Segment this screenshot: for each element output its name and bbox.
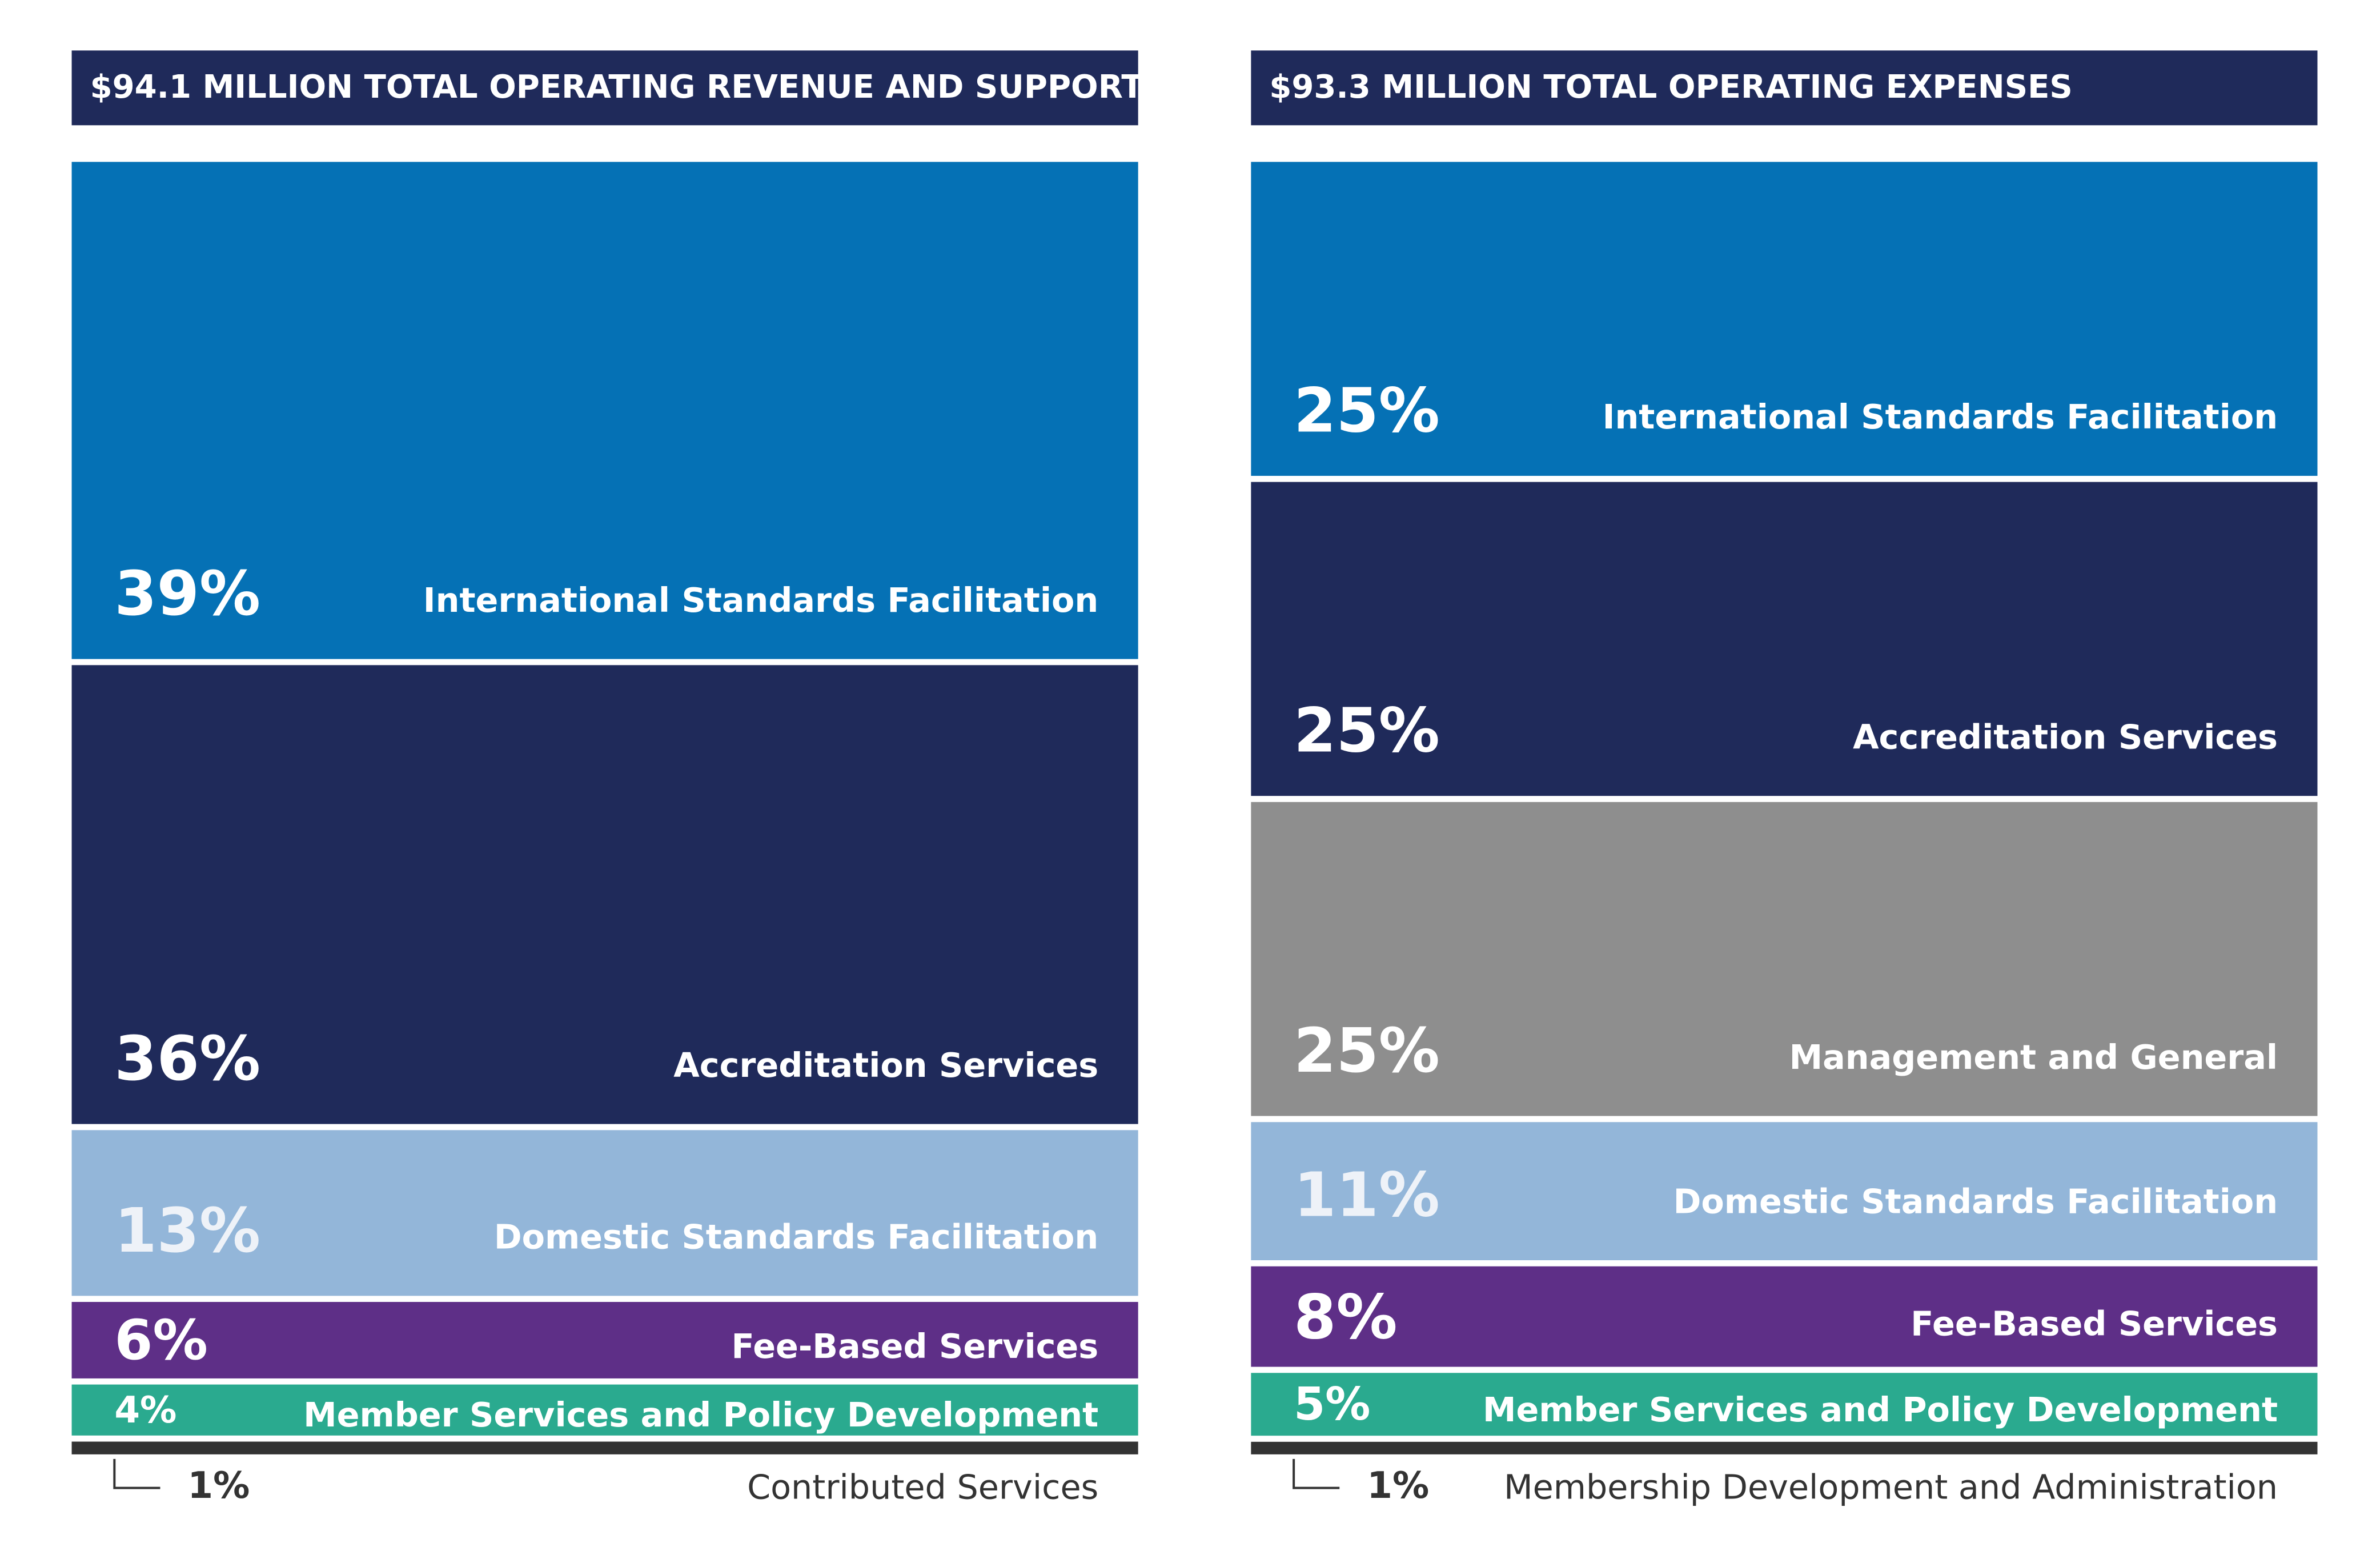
category-label: Domestic Standards Facilitation (494, 1217, 1098, 1257)
segment (1251, 162, 2318, 476)
bracket (113, 1458, 160, 1489)
segment (71, 162, 1138, 659)
percent-label: 6% (114, 1308, 208, 1372)
segment (1251, 1266, 2318, 1367)
percent-label: 25% (1294, 375, 1440, 446)
segment (71, 1441, 1138, 1454)
percent-label: 25% (1294, 1016, 1440, 1087)
percent-label: 1% (188, 1465, 250, 1507)
bracket (1293, 1458, 1340, 1489)
category-label: Accreditation Services (673, 1045, 1098, 1085)
panel-title: $93.3 MILLION TOTAL OPERATING EXPENSES (1269, 69, 2072, 106)
panel-title: $94.1 MILLION TOTAL OPERATING REVENUE AN… (90, 69, 1143, 106)
segment (71, 1302, 1138, 1378)
percent-label: 39% (114, 559, 260, 630)
percent-label: 4% (114, 1389, 176, 1432)
segment (1251, 1122, 2318, 1261)
percent-label: 11% (1294, 1160, 1440, 1231)
percent-label: 25% (1294, 696, 1440, 767)
category-label: Contributed Services (747, 1467, 1098, 1506)
category-label: Management and General (1789, 1037, 2278, 1077)
percent-label: 36% (114, 1024, 260, 1095)
category-label: International Standards Facilitation (423, 580, 1098, 620)
category-label: Fee-Based Services (1911, 1304, 2278, 1344)
segment (1251, 482, 2318, 796)
category-label: Accreditation Services (1853, 718, 2278, 757)
percent-label: 8% (1294, 1283, 1397, 1353)
segment (71, 1384, 1138, 1436)
category-label: Member Services and Policy Development (303, 1395, 1098, 1434)
title-bar (71, 50, 1138, 126)
percent-label: 5% (1294, 1378, 1370, 1430)
title-bar (1251, 50, 2318, 126)
segment (1251, 1441, 2318, 1454)
segment (71, 1130, 1138, 1296)
category-label: International Standards Facilitation (1603, 397, 2278, 436)
category-label: Membership Development and Administratio… (1504, 1467, 2278, 1506)
percent-label: 1% (1367, 1465, 1429, 1507)
category-label: Member Services and Policy Development (1483, 1390, 2278, 1429)
category-label: Domestic Standards Facilitation (1673, 1181, 2278, 1221)
segment (71, 665, 1138, 1124)
percent-label: 13% (114, 1196, 260, 1267)
segment (1251, 801, 2318, 1116)
category-label: Fee-Based Services (731, 1326, 1098, 1366)
segment (1251, 1373, 2318, 1436)
